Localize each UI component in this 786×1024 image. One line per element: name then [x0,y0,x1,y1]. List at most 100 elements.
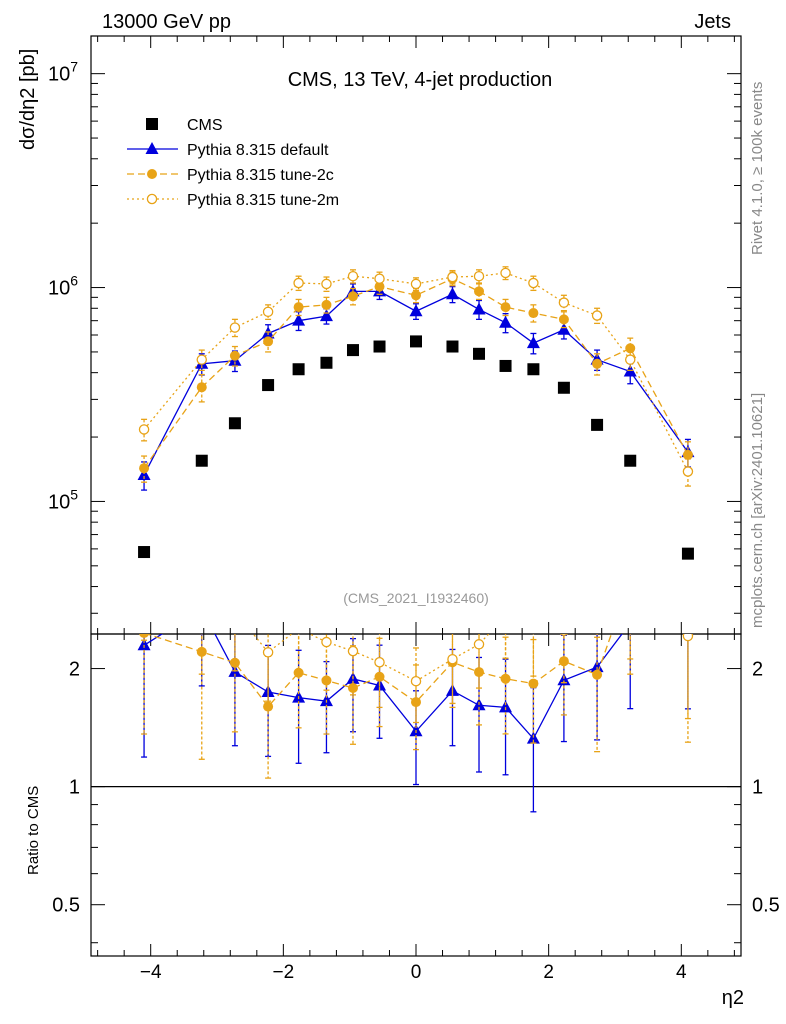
ratio-point-pythia-8-315-tune-2m [592,581,601,590]
legend-marker-pythia-8-315-tune-2c [147,169,157,179]
data-point-pythia-8-315-tune-2m [500,267,511,279]
ratio-point-pythia-8-315-tune-2c [528,678,539,689]
ratio-point-pythia-8-315-tune-2m [262,647,274,658]
chart-title: CMS, 13 TeV, 4-jet production [288,69,553,91]
data-point-pythia-8-315-tune-2c [321,299,332,310]
series-line-pythia-8-315-tune-2m [143,272,689,472]
ratio-point-pythia-8-315-tune-2m [374,657,385,668]
x-tick-label: −2 [273,962,295,983]
data-point-pythia-8-315-tune-2m [374,273,385,284]
series-line-pythia-8-315-tune-2c [143,277,689,469]
data-point-cms [346,344,359,357]
data-point-pythia-8-315-tune-2c [263,336,274,347]
ratio-y-tick-label-right: 1 [752,777,763,799]
ratio-point-pythia-8-315-tune-2m [197,597,206,606]
data-point-pythia-8-315-tune-2m [447,271,458,283]
ratio-point-pythia-8-315-tune-2m [410,675,422,687]
data-point-cms [228,417,241,430]
data-point-pythia-8-315-tune-2c [347,291,358,302]
ratio-point-pythia-8-315-tune-2c [683,601,693,611]
ratio-point-pythia-8-315-tune-2m [139,557,148,566]
ratio-point-pythia-8-315-tune-2m [447,653,458,665]
x-tick-label: 4 [676,962,687,983]
ratio-point-pythia-8-315-default [526,731,540,744]
data-point-cms [138,546,151,559]
legend-label-pythia-8-315-default: Pythia 8.315 default [187,142,329,159]
data-point-cms [499,359,512,372]
legend-label-pythia-8-315-tune-2c: Pythia 8.315 tune-2c [187,167,334,184]
ratio-point-pythia-8-315-tune-2m [501,612,510,621]
legend-label-cms: CMS [187,117,223,134]
y-tick-exp: 5 [70,486,78,502]
data-point-pythia-8-315-tune-2m [347,270,359,282]
ratio-point-pythia-8-315-tune-2m [230,607,239,616]
data-point-pythia-8-315-tune-2c [528,308,539,319]
ratio-point-pythia-8-315-tune-2c [411,697,421,708]
x-tick-label: −4 [140,962,162,983]
ratio-point-pythia-8-315-tune-2m [294,624,303,633]
y-tick-label: 105 [48,486,78,513]
data-point-cms [681,547,694,560]
data-point-pythia-8-315-tune-2m [293,277,304,289]
ratio-point-pythia-8-315-tune-2m [473,639,485,650]
ratio-point-pythia-8-315-default [137,638,151,651]
data-point-pythia-8-315-tune-2c [558,314,569,325]
rivet-label: Rivet 4.1.0, ≥ 100k events [749,82,766,255]
data-point-pythia-8-315-tune-2m [321,278,332,290]
data-point-pythia-8-315-tune-2m [229,322,241,333]
data-point-pythia-8-315-default [499,315,513,328]
data-point-pythia-8-315-tune-2c [625,343,636,354]
data-point-cms [320,356,333,369]
ratio-point-pythia-8-315-tune-2m [321,636,332,648]
ratio-point-pythia-8-315-default [590,660,604,673]
y-axis-label: dσ/dη2 [pb] [17,49,39,150]
x-tick-label: 2 [543,962,554,983]
data-point-pythia-8-315-default [526,336,540,349]
ratio-point-pythia-8-315-default [195,602,208,614]
data-point-pythia-8-315-default [292,313,306,326]
data-point-cms [473,347,486,360]
legend-marker-cms [146,118,158,130]
ratio-y-tick-label: 0.5 [52,895,80,917]
data-point-pythia-8-315-tune-2c [139,463,150,474]
ratio-point-pythia-8-315-tune-2c [263,701,274,712]
data-point-pythia-8-315-tune-2c [500,302,511,313]
ratio-point-pythia-8-315-tune-2c [500,673,511,684]
data-point-pythia-8-315-tune-2m [528,277,539,289]
data-point-cms [446,340,459,353]
ratio-point-pythia-8-315-default [681,594,694,606]
ratio-point-pythia-8-315-default [624,616,637,628]
mcplots-label: mcplots.cern.ch [arXiv:2401.10621] [749,393,766,628]
data-point-pythia-8-315-tune-2m [591,310,603,321]
data-point-cms [527,363,540,376]
legend-marker-pythia-8-315-default [145,142,159,154]
data-point-pythia-8-315-tune-2c [196,382,207,393]
ratio-point-pythia-8-315-tune-2m [559,634,568,636]
data-point-cms [410,335,422,348]
data-point-pythia-8-315-tune-2m [682,466,694,477]
data-point-pythia-8-315-tune-2m [410,278,422,290]
legend-label-pythia-8-315-tune-2m: Pythia 8.315 tune-2m [187,192,339,209]
data-point-pythia-8-315-default [409,304,423,317]
data-point-pythia-8-315-tune-2c [411,290,421,301]
data-point-pythia-8-315-tune-2m [624,354,636,365]
ratio-point-pythia-8-315-default [557,673,571,686]
data-point-pythia-8-315-tune-2c [474,286,485,297]
ratio-y-tick-label: 2 [69,659,80,681]
header-left: 13000 GeV pp [102,11,231,33]
ratio-point-pythia-8-315-default [499,700,513,713]
x-tick-label: 0 [411,962,422,983]
ratio-point-pythia-8-315-tune-2m [626,597,635,606]
ratio-y-tick-label: 1 [69,777,80,799]
y-tick-exp: 7 [70,59,78,75]
data-point-pythia-8-315-default [557,322,571,335]
x-axis-label: η2 [722,987,744,1009]
data-point-cms [624,454,637,467]
ratio-y-tick-label-right: 2 [752,659,763,681]
ratio-point-pythia-8-315-tune-2c [592,669,603,680]
ratio-point-pythia-8-315-tune-2m [347,645,359,657]
data-point-pythia-8-315-tune-2c [374,281,385,292]
data-point-cms [591,418,604,431]
data-point-cms [292,363,305,376]
